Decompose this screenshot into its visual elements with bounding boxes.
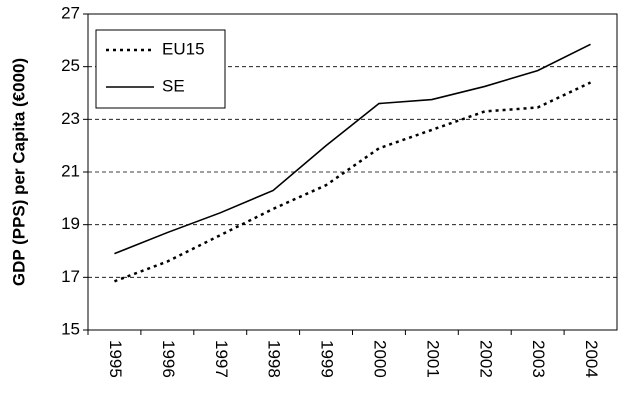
x-tick-label: 1996	[159, 340, 178, 378]
x-tick-label: 2003	[529, 340, 548, 378]
y-tick-label: 15	[61, 319, 80, 338]
y-tick-label: 27	[61, 3, 80, 22]
series-line	[114, 81, 592, 283]
x-tick-label: 1995	[106, 340, 125, 378]
x-tick-label: 2002	[476, 340, 495, 378]
y-axis-label: GDP (PPS) per Capita (€000)	[9, 58, 28, 286]
y-tick-label: 17	[61, 267, 80, 286]
x-tick-label: 2004	[582, 340, 601, 378]
legend-label: EU15	[162, 39, 205, 58]
legend-box	[95, 29, 226, 109]
x-tick-label: 2001	[423, 340, 442, 378]
y-tick-label: 23	[61, 109, 80, 128]
x-tick-label: 1998	[265, 340, 284, 378]
y-tick-label: 21	[61, 161, 80, 180]
x-tick-label: 1999	[318, 340, 337, 378]
x-tick-label: 1997	[212, 340, 231, 378]
y-tick-label: 25	[61, 56, 80, 75]
x-tick-label: 2000	[370, 340, 389, 378]
y-tick-label: 19	[61, 214, 80, 233]
legend-label: SE	[162, 76, 185, 95]
series-line	[114, 43, 591, 255]
